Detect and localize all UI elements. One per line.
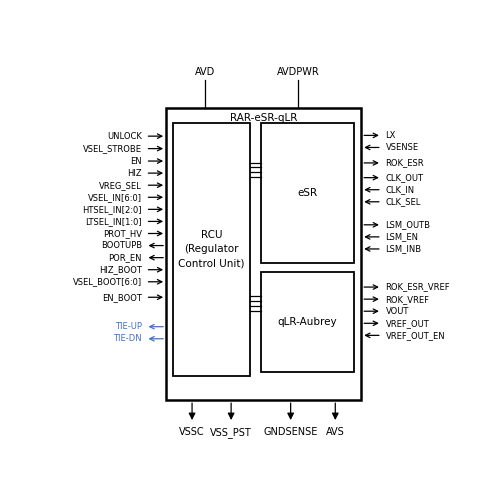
Bar [173, 123, 250, 376]
Text: qLR-Aubrey: qLR-Aubrey [277, 317, 337, 327]
Text: VOUT: VOUT [385, 307, 409, 316]
Text: LX: LX [385, 131, 396, 140]
Text: TIE-UP: TIE-UP [115, 322, 142, 331]
Text: TIE-DN: TIE-DN [113, 334, 142, 343]
Text: AVD: AVD [195, 67, 215, 76]
Text: VSEL_BOOT[6:0]: VSEL_BOOT[6:0] [72, 277, 142, 286]
Text: AVDPWR: AVDPWR [276, 67, 320, 76]
Text: EN_BOOT: EN_BOOT [102, 293, 142, 302]
Text: RAR-eSR-qLR: RAR-eSR-qLR [230, 113, 297, 123]
Text: ROK_ESR_VREF: ROK_ESR_VREF [385, 283, 450, 292]
Text: RCU: RCU [201, 230, 222, 240]
Text: GNDSENSE: GNDSENSE [264, 427, 318, 438]
Text: AVS: AVS [326, 427, 345, 438]
Text: VSSC: VSSC [179, 427, 205, 438]
Bar [261, 272, 354, 372]
Text: CLK_SEL: CLK_SEL [385, 197, 421, 206]
Text: VSS_PST: VSS_PST [210, 427, 252, 439]
Text: ROK_ESR: ROK_ESR [385, 158, 424, 168]
Text: ROK_VREF: ROK_VREF [385, 294, 430, 304]
Text: HTSEL_IN[2:0]: HTSEL_IN[2:0] [83, 205, 142, 214]
Text: BOOTUPB: BOOTUPB [101, 241, 142, 250]
Text: CLK_IN: CLK_IN [385, 185, 415, 194]
Text: CLK_OUT: CLK_OUT [385, 173, 423, 182]
Text: LSM_INB: LSM_INB [385, 245, 421, 253]
Text: HIZ_BOOT: HIZ_BOOT [99, 265, 142, 274]
Text: LSM_EN: LSM_EN [385, 232, 419, 242]
Text: VSEL_IN[6:0]: VSEL_IN[6:0] [88, 193, 142, 202]
Text: PROT_HV: PROT_HV [103, 229, 142, 238]
Text: Control Unit): Control Unit) [179, 259, 245, 269]
Text: (Regulator: (Regulator [184, 245, 239, 254]
Text: POR_EN: POR_EN [108, 253, 142, 262]
Text: LSM_OUTB: LSM_OUTB [385, 220, 431, 229]
Text: eSR: eSR [297, 188, 317, 198]
Text: VREF_OUT: VREF_OUT [385, 319, 429, 328]
Bar [261, 123, 354, 263]
Bar [166, 108, 361, 400]
Text: EN: EN [130, 156, 142, 166]
Text: UNLOCK: UNLOCK [107, 132, 142, 141]
Text: VREF_OUT_EN: VREF_OUT_EN [385, 331, 445, 340]
Text: VREG_SEL: VREG_SEL [99, 181, 142, 190]
Text: VSENSE: VSENSE [385, 143, 419, 152]
Text: HIZ: HIZ [127, 169, 142, 177]
Text: LTSEL_IN[1:0]: LTSEL_IN[1:0] [85, 217, 142, 226]
Text: VSEL_STROBE: VSEL_STROBE [83, 144, 142, 153]
